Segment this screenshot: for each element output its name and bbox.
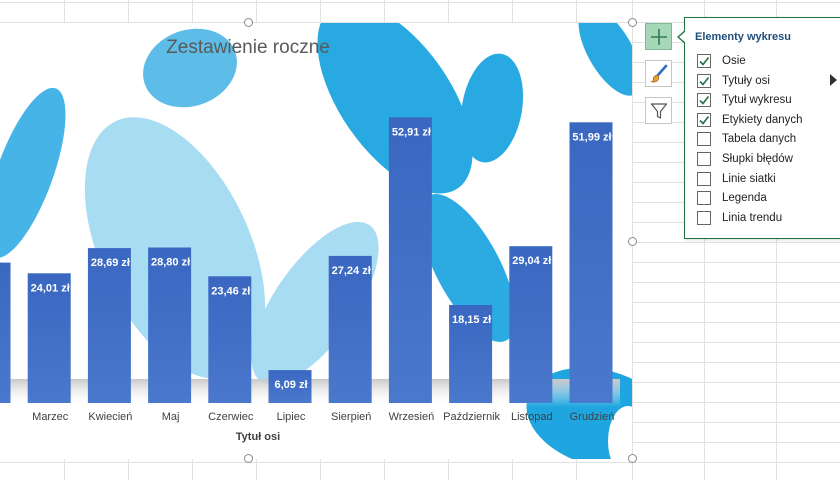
- data-label[interactable]: 51,99 zł: [572, 131, 611, 143]
- data-label[interactable]: 28,69 zł: [91, 257, 130, 269]
- resize-handle-bottom-right[interactable]: [628, 454, 637, 463]
- data-label[interactable]: 23,46 zł: [211, 285, 250, 297]
- option-label: Legenda: [722, 192, 767, 205]
- resize-handle-middle-right[interactable]: [628, 237, 637, 246]
- category-label: Październik: [443, 411, 500, 423]
- checkmark-icon: [699, 115, 710, 125]
- data-label[interactable]: 29,04 zł: [512, 255, 551, 267]
- category-label: Maj: [162, 411, 180, 423]
- checkbox-unchecked[interactable]: [697, 171, 711, 186]
- category-label: Marzec: [32, 411, 69, 423]
- chart-title[interactable]: Zestawienie roczne: [166, 37, 330, 58]
- category-label: Czerwiec: [208, 411, 254, 423]
- option-linie-siatki[interactable]: Linie siatki: [697, 170, 776, 188]
- category-label: Kwiecień: [88, 411, 132, 423]
- option-linia-trendu[interactable]: Linia trendu: [697, 209, 782, 227]
- checkmark-icon: [699, 96, 710, 105]
- option-label: Linie siatki: [722, 172, 776, 185]
- option-label: Tytuły osi: [722, 74, 770, 87]
- option-label: Tabela danych: [722, 133, 797, 146]
- option-osie[interactable]: Osie: [697, 52, 746, 70]
- chart-elements-panel: Elementy wykresu Osie Tytuły osi Tytuł wyk…: [684, 17, 840, 239]
- option-label: Linia trendu: [722, 211, 783, 224]
- category-label: Wrzesień: [389, 411, 435, 423]
- chart-filters-button[interactable]: [645, 97, 672, 124]
- option-label: Osie: [722, 55, 746, 67]
- checkbox-unchecked[interactable]: [697, 132, 711, 147]
- data-label[interactable]: 6,09 zł: [274, 379, 307, 391]
- data-label[interactable]: 28,80 zł: [151, 257, 190, 269]
- x-axis-title[interactable]: Tytuł osi: [236, 431, 280, 443]
- category-label: Sierpień: [331, 411, 371, 423]
- bar-lipiec[interactable]: [268, 370, 312, 403]
- option-label: Tytuł wykresu: [722, 94, 792, 107]
- option-tytuł-wykresu[interactable]: Tytuł wykresu: [697, 91, 792, 109]
- option-label: Etykiety danych: [722, 113, 803, 126]
- checkmark-icon: [699, 57, 710, 66]
- option-tabela-danych[interactable]: Tabela danych: [697, 130, 796, 148]
- checkbox-checked[interactable]: [697, 54, 711, 68]
- expand-arrow-icon[interactable]: [830, 74, 837, 86]
- panel-pointer-inner: [679, 31, 686, 43]
- checkbox-checked[interactable]: [697, 93, 711, 108]
- column-chart[interactable]: 24,01 zł 28,69 zł 28,80 zł 23,46 zł 6,09 zł 2…: [0, 23, 632, 459]
- chart-elements-button[interactable]: [645, 23, 672, 50]
- bar-listopad[interactable]: [509, 246, 553, 403]
- bar-kwiecień[interactable]: [87, 248, 131, 403]
- bar-grudzień[interactable]: [569, 122, 613, 404]
- bar-czerwiec[interactable]: [208, 276, 252, 403]
- plus-icon: [650, 28, 667, 45]
- bar-wrzesień[interactable]: [388, 117, 432, 404]
- bar-maj[interactable]: [148, 247, 192, 404]
- paintbrush-icon: [649, 64, 667, 82]
- bar-październik[interactable]: [449, 305, 493, 403]
- option-legenda[interactable]: Legenda: [697, 189, 767, 207]
- bar-marzec[interactable]: [27, 273, 71, 403]
- category-label: Listopad: [511, 411, 553, 423]
- resize-handle-bottom-center[interactable]: [244, 454, 253, 463]
- checkbox-checked[interactable]: [697, 112, 711, 127]
- option-słupki-błędów[interactable]: Słupki błędów: [697, 150, 793, 168]
- data-label[interactable]: 52,91 zł: [392, 126, 431, 138]
- checkbox-unchecked[interactable]: [697, 152, 711, 166]
- checkbox-checked[interactable]: [697, 73, 711, 88]
- option-tytuły-osi[interactable]: Tytuły osi: [697, 72, 770, 90]
- chart-area[interactable]: 24,01 zł 28,69 zł 28,80 zł 23,46 zł 6,09 zł 2…: [0, 23, 632, 459]
- resize-handle-top-right[interactable]: [628, 18, 637, 27]
- checkmark-icon: [699, 76, 710, 86]
- bar-partial[interactable]: [0, 262, 11, 403]
- filter-icon: [650, 102, 667, 119]
- resize-handle-top-center[interactable]: [244, 18, 253, 27]
- data-label[interactable]: 24,01 zł: [31, 282, 70, 294]
- category-label: Lipiec: [277, 411, 306, 423]
- data-label[interactable]: 18,15 zł: [452, 314, 491, 326]
- checkbox-unchecked[interactable]: [697, 191, 711, 206]
- panel-title: Elementy wykresu: [695, 31, 791, 43]
- checkbox-unchecked[interactable]: [697, 210, 711, 225]
- option-label: Słupki błędów: [722, 153, 793, 165]
- option-etykiety-danych[interactable]: Etykiety danych: [697, 111, 803, 129]
- bar-sierpień[interactable]: [328, 255, 372, 403]
- chart-styles-button[interactable]: [645, 60, 672, 87]
- category-label: Grudzień: [570, 411, 615, 423]
- data-label[interactable]: 27,24 zł: [332, 265, 371, 277]
